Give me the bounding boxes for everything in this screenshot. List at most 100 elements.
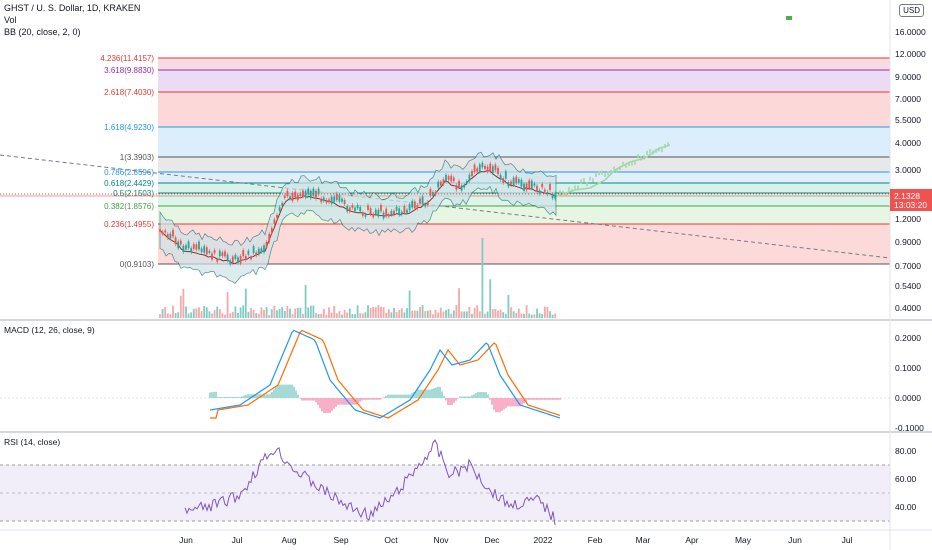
macd-histogram-bar	[497, 398, 499, 413]
volume-bar	[515, 313, 518, 318]
macd-histogram-bar	[287, 384, 289, 398]
macd-histogram-bar	[489, 398, 491, 400]
candle-body	[374, 209, 377, 215]
macd-histogram-bar	[213, 391, 215, 398]
macd-histogram-bar	[399, 394, 401, 398]
candle-body	[536, 185, 538, 192]
volume-bar	[528, 313, 531, 318]
macd-histogram-bar	[411, 393, 413, 398]
candle-body	[216, 259, 219, 262]
forecast-candle	[619, 166, 621, 171]
time-axis-label: Sep	[333, 535, 348, 545]
candle-body	[208, 250, 211, 253]
macd-histogram-bar	[449, 398, 451, 405]
macd-histogram-bar	[309, 398, 311, 401]
candle-body	[515, 176, 518, 184]
candle-body	[307, 188, 310, 195]
macd-histogram-bar	[549, 398, 551, 400]
macd-histogram-bar	[337, 398, 339, 405]
volume-bar	[369, 308, 372, 318]
macd-histogram-bar	[491, 398, 493, 405]
time-axis-label: Apr	[685, 535, 698, 545]
macd-histogram-bar	[283, 384, 285, 398]
forecast-candle	[592, 178, 594, 183]
volume-bar	[463, 311, 466, 318]
candle-body	[200, 248, 203, 252]
macd-histogram-bar	[251, 394, 253, 398]
candle-body	[273, 219, 276, 224]
volume-bar	[406, 308, 408, 318]
macd-histogram-bar	[531, 398, 533, 400]
candle-body	[234, 254, 237, 259]
forecast-candle	[628, 162, 630, 167]
candle-body	[447, 176, 450, 180]
macd-histogram-bar	[475, 393, 477, 398]
macd-histogram-bar	[369, 398, 371, 400]
fibonacci-retracement[interactable]: 4.236(11.4157) 3.618(9.8830) 2.618(7.4030)…	[0, 54, 891, 269]
candle-body	[257, 248, 260, 255]
macd-tick-label: 0.0000	[895, 393, 921, 403]
macd-histogram-bar	[225, 397, 227, 398]
candle-body	[499, 174, 502, 180]
volume-bar	[190, 312, 193, 318]
candle-body	[437, 181, 440, 188]
forecast-candle	[580, 179, 582, 184]
volume-bar	[229, 313, 232, 318]
price-series	[159, 151, 557, 284]
volume-bar	[343, 309, 346, 318]
rsi-title: RSI (14, close)	[4, 437, 60, 447]
volume-bar	[445, 310, 447, 318]
volume-bar	[237, 312, 239, 318]
volume-bar	[549, 311, 551, 318]
price-tick-label: 0.5400	[895, 281, 921, 291]
volume-bar	[169, 314, 172, 318]
candle-body	[390, 210, 393, 215]
candle-body	[549, 183, 551, 190]
volume-bar	[278, 308, 281, 318]
volume-bar	[164, 306, 167, 318]
volume-bar	[296, 307, 299, 318]
candle-body	[278, 207, 281, 211]
candle-body	[185, 245, 187, 250]
macd-histogram-bar	[311, 398, 313, 401]
macd-histogram-bar	[415, 390, 417, 398]
candle-body	[455, 185, 458, 190]
candle-body	[237, 257, 239, 263]
fib-level-label: 4.236(11.4157)	[100, 54, 154, 63]
volume-bar	[328, 307, 330, 318]
volume-bar	[322, 308, 325, 318]
macd-histogram-bar	[363, 398, 365, 400]
forecast-candle	[571, 188, 573, 193]
volume-bar	[260, 307, 263, 318]
macd-histogram-bar	[373, 398, 375, 400]
forecast-candle	[631, 161, 633, 166]
volume-bar	[242, 305, 245, 318]
volume-bar	[315, 313, 317, 318]
volume-bar	[159, 314, 161, 318]
candle-body	[434, 192, 437, 195]
volume-bar	[442, 311, 445, 318]
volume-bar	[507, 294, 510, 318]
forecast-line	[556, 144, 671, 197]
volume-bar	[317, 313, 320, 318]
candle-body	[380, 204, 382, 212]
macd-histogram-bar	[263, 394, 265, 398]
bollinger-bands-label: BB (20, close, 2, 0)	[4, 27, 81, 37]
volume-bar	[447, 308, 450, 318]
macd-histogram-bar	[461, 396, 463, 398]
macd-histogram-bar	[453, 398, 455, 403]
volume-bar	[263, 309, 265, 318]
candle-body	[260, 248, 263, 252]
time-axis-label: Jul	[842, 535, 853, 545]
currency-badge[interactable]: USD	[899, 4, 924, 17]
volume-bar	[426, 310, 429, 318]
macd-histogram-bar	[351, 398, 353, 405]
forecast-candle	[622, 161, 624, 166]
macd-histogram-bar	[361, 398, 363, 401]
macd-histogram-bar	[237, 397, 239, 398]
volume-bar	[541, 313, 544, 318]
macd-histogram-bar	[385, 395, 387, 398]
volume-bar	[424, 311, 427, 318]
